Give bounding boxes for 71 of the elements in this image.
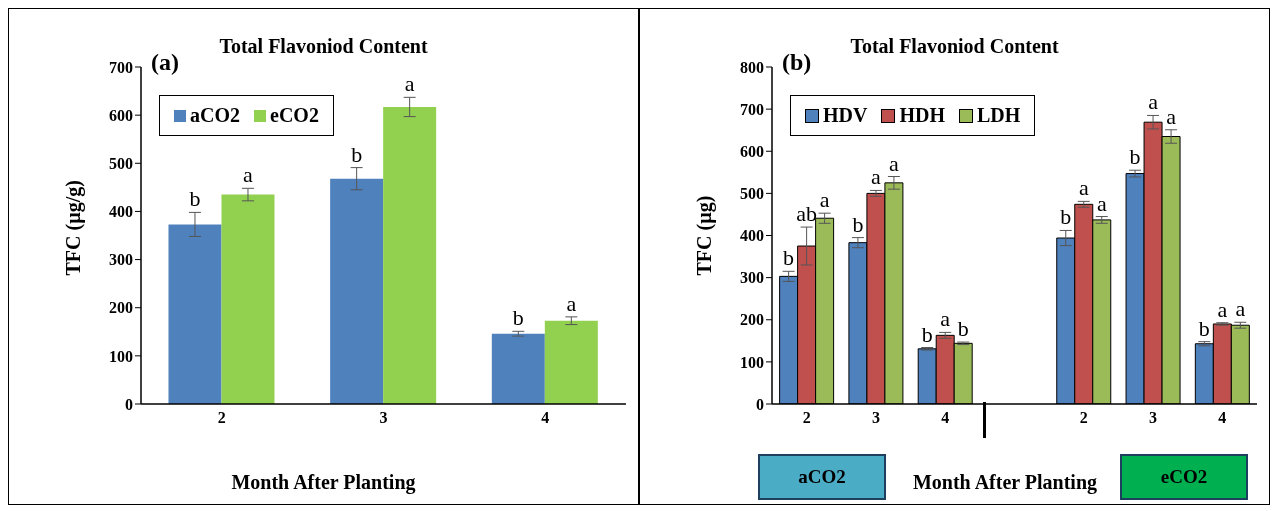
x-tick-label: 4 bbox=[541, 409, 550, 427]
x-tick-label: 3 bbox=[379, 409, 388, 427]
data-label: b bbox=[1129, 144, 1141, 170]
y-tick-label: 800 bbox=[740, 58, 764, 76]
y-tick-label: 600 bbox=[740, 142, 764, 160]
legend-label: eCO2 bbox=[270, 104, 319, 127]
text: aCO2 bbox=[758, 454, 886, 500]
data-label: a bbox=[243, 162, 254, 188]
y-tick-label: 0 bbox=[125, 395, 133, 413]
x-tick-label: 4 bbox=[941, 409, 950, 427]
x-tick-label: 3 bbox=[871, 409, 880, 427]
data-label: a bbox=[871, 164, 882, 190]
y-tick-label: 100 bbox=[109, 347, 133, 365]
data-label: b bbox=[351, 141, 363, 167]
x-tick-label: 2 bbox=[802, 409, 811, 427]
y-tick-label: 700 bbox=[109, 58, 133, 76]
y-tick-label: 100 bbox=[740, 353, 764, 371]
data-label: a bbox=[566, 290, 577, 316]
bar bbox=[330, 178, 384, 404]
chart-title: Total Flavoniod Content bbox=[219, 35, 428, 57]
data-label: a bbox=[1166, 103, 1177, 129]
annotation: (b) bbox=[782, 49, 812, 76]
data-label: ab bbox=[796, 201, 817, 227]
bar bbox=[168, 224, 222, 404]
y-tick-label: 700 bbox=[740, 100, 764, 118]
data-label: a bbox=[1217, 296, 1228, 322]
data-label: a bbox=[819, 187, 830, 213]
text: eCO2 bbox=[1120, 454, 1248, 500]
y-tick-label: 400 bbox=[109, 203, 133, 221]
data-label: a bbox=[940, 306, 951, 332]
legend-label: LDH bbox=[977, 104, 1021, 127]
data-label: b bbox=[512, 305, 524, 331]
data-label: b bbox=[957, 316, 969, 342]
y-tick-label: 300 bbox=[740, 269, 764, 287]
data-label: a bbox=[404, 71, 415, 97]
legend-label: HDH bbox=[899, 104, 946, 127]
data-label: b bbox=[921, 321, 933, 347]
y-tick-label: 500 bbox=[109, 154, 133, 172]
data-label: b bbox=[1198, 315, 1210, 341]
bar bbox=[544, 320, 598, 404]
data-label: a bbox=[1078, 175, 1089, 201]
data-label: b bbox=[852, 211, 864, 237]
x-tick-label: 4 bbox=[1218, 409, 1227, 427]
legend-label: HDV bbox=[823, 104, 868, 127]
bar bbox=[491, 333, 545, 404]
y-axis-title: TFC (µg/g) bbox=[62, 180, 86, 276]
x-tick-label: 2 bbox=[1079, 409, 1088, 427]
y-tick-label: 0 bbox=[756, 395, 764, 413]
annotation: (a) bbox=[151, 49, 179, 76]
data-label: b bbox=[783, 245, 795, 271]
y-tick-label: 500 bbox=[740, 185, 764, 203]
data-label: a bbox=[1096, 190, 1107, 216]
y-tick-label: 400 bbox=[740, 227, 764, 245]
data-label: a bbox=[889, 150, 900, 176]
y-axis-title: TFC (µg) bbox=[693, 195, 717, 276]
y-tick-label: 300 bbox=[109, 251, 133, 269]
data-label: b bbox=[1060, 204, 1072, 230]
x-tick-label: 3 bbox=[1149, 409, 1158, 427]
bar bbox=[221, 194, 275, 404]
data-label: b bbox=[189, 186, 201, 212]
data-label: a bbox=[1235, 296, 1246, 322]
y-tick-label: 600 bbox=[109, 106, 133, 124]
chart-title: Total Flavoniod Content bbox=[850, 35, 1059, 57]
y-tick-label: 200 bbox=[109, 299, 133, 317]
x-tick-label: 2 bbox=[217, 409, 226, 427]
y-tick-label: 200 bbox=[740, 311, 764, 329]
data-label: a bbox=[1148, 89, 1159, 115]
x-axis-title: Month After Planting bbox=[230, 471, 417, 494]
x-axis-title: Month After Planting bbox=[911, 471, 1099, 494]
legend-label: aCO2 bbox=[190, 104, 240, 127]
bar bbox=[383, 106, 437, 404]
